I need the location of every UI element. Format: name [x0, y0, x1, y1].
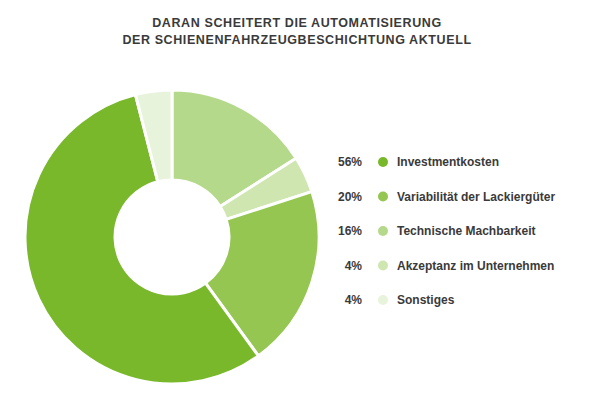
legend-swatch	[378, 261, 388, 271]
chart-title: DARAN SCHEITERT DIE AUTOMATISIERUNG DER S…	[122, 16, 471, 47]
pie-slice	[25, 95, 258, 384]
data-label: 20%	[338, 190, 362, 204]
data-label: 4%	[345, 259, 363, 273]
pie-slice	[135, 90, 172, 182]
chart-svg: DARAN SCHEITERT DIE AUTOMATISIERUNG DER S…	[0, 0, 594, 403]
chart-title-line: DARAN SCHEITERT DIE AUTOMATISIERUNG	[152, 16, 442, 30]
data-label: 16%	[338, 224, 362, 238]
legend-label: Investmentkosten	[397, 155, 499, 169]
legend-label: Akzeptanz im Unternehmen	[397, 259, 554, 273]
chart-title-line: DER SCHIENENFAHRZEUGBESCHICHTUNG AKTUELL	[122, 33, 471, 47]
legend-label: Technische Machbarkeit	[397, 224, 536, 238]
legend: 56% Investmentkosten 20% Variabilität der L…	[338, 155, 555, 307]
legend-label: Sonstiges	[397, 293, 455, 307]
legend-swatch	[378, 226, 388, 236]
legend-swatch	[378, 157, 388, 167]
data-label: 4%	[345, 293, 363, 307]
chart-container: DARAN SCHEITERT DIE AUTOMATISIERUNG DER S…	[0, 0, 594, 403]
legend-swatch	[378, 295, 388, 305]
legend-swatch	[378, 192, 388, 202]
data-label: 56%	[338, 155, 362, 169]
donut	[25, 90, 319, 384]
legend-label: Variabilität der Lackiergüter	[397, 190, 555, 204]
